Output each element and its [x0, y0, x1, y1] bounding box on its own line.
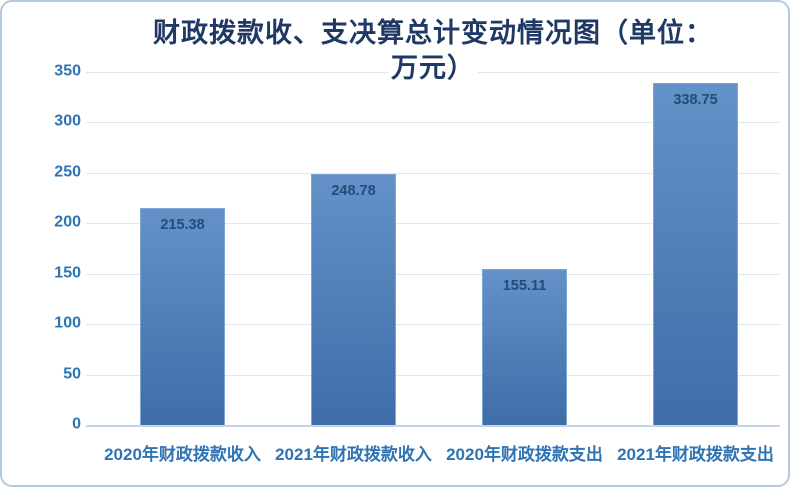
chart-title-line-2: 万元）	[388, 53, 478, 83]
x-category-label: 2021年财政拨款收入	[275, 445, 432, 464]
bar-1: 215.38	[140, 207, 225, 425]
x-category-label: 2020年财政拨款支出	[446, 445, 603, 464]
x-category-label: 2020年财政拨款收入	[104, 445, 261, 464]
gridline	[86, 122, 780, 124]
chart-title: 财政拨款收、支决算总计变动情况图（单位： 万元）	[83, 16, 783, 86]
gridline	[86, 223, 780, 225]
y-tick-label: 0	[72, 415, 81, 433]
y-tick-label: 200	[54, 213, 81, 231]
gridline	[86, 273, 780, 275]
x-category-label: 2021年财政拨款支出	[617, 445, 774, 464]
bar-value-label: 248.78	[331, 183, 376, 200]
bar-value-label: 155.11	[502, 277, 547, 294]
y-tick-label: 150	[54, 264, 81, 282]
y-tick-label: 250	[54, 163, 81, 181]
y-tick-label: 300	[54, 113, 81, 131]
gridline	[86, 374, 780, 376]
y-tick-label: 100	[54, 314, 81, 332]
gridline	[86, 324, 780, 326]
y-tick-label: 50	[63, 365, 81, 383]
bar-value-label: 338.75	[673, 92, 718, 109]
chart-title-line-1: 财政拨款收、支决算总计变动情况图（单位：	[150, 18, 716, 48]
bar-2: 248.78	[311, 174, 396, 425]
bar-3: 155.11	[482, 268, 567, 425]
gridline	[86, 172, 780, 174]
bar-value-label: 215.38	[160, 216, 205, 233]
bar-4: 338.75	[653, 83, 738, 425]
y-tick-label: 350	[54, 62, 81, 80]
x-axis-line	[86, 425, 780, 427]
